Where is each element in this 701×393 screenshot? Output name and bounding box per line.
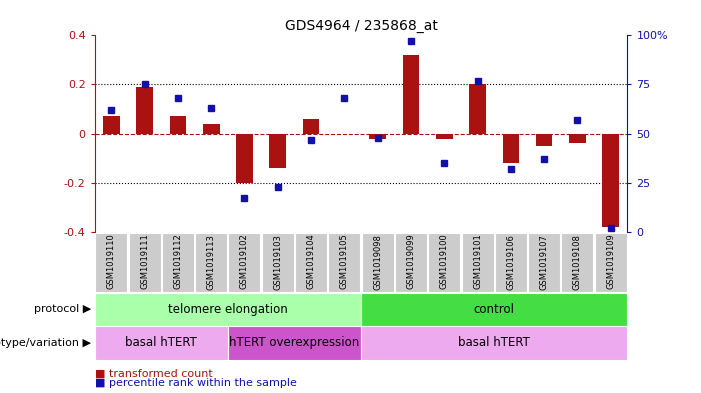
- Title: GDS4964 / 235868_at: GDS4964 / 235868_at: [285, 19, 437, 33]
- Bar: [269, 134, 286, 168]
- Text: protocol ▶: protocol ▶: [34, 305, 91, 314]
- FancyBboxPatch shape: [528, 233, 560, 292]
- Text: GSM1019109: GSM1019109: [606, 234, 615, 290]
- Text: basal hTERT: basal hTERT: [458, 336, 530, 349]
- Bar: [469, 84, 486, 134]
- Bar: [203, 124, 219, 134]
- Text: GSM1019104: GSM1019104: [306, 234, 315, 290]
- Text: hTERT overexpression: hTERT overexpression: [229, 336, 360, 349]
- Text: GSM1019098: GSM1019098: [373, 234, 382, 290]
- Bar: [536, 134, 552, 146]
- Text: GSM1019100: GSM1019100: [440, 234, 449, 290]
- Bar: [402, 55, 419, 134]
- FancyBboxPatch shape: [229, 233, 261, 292]
- FancyBboxPatch shape: [461, 233, 494, 292]
- Bar: [170, 116, 186, 134]
- Text: genotype/variation ▶: genotype/variation ▶: [0, 338, 91, 348]
- Bar: [103, 116, 120, 134]
- FancyBboxPatch shape: [228, 326, 361, 360]
- Bar: [236, 134, 253, 183]
- Text: GSM1019111: GSM1019111: [140, 234, 149, 290]
- Bar: [303, 119, 320, 134]
- Text: control: control: [474, 303, 515, 316]
- Text: ■ transformed count: ■ transformed count: [95, 368, 212, 378]
- Text: GSM1019099: GSM1019099: [407, 234, 416, 290]
- FancyBboxPatch shape: [95, 233, 128, 292]
- Text: GSM1019105: GSM1019105: [340, 234, 349, 290]
- FancyBboxPatch shape: [328, 233, 360, 292]
- Text: GSM1019113: GSM1019113: [207, 234, 216, 290]
- Bar: [503, 134, 519, 163]
- Text: GSM1019108: GSM1019108: [573, 234, 582, 290]
- Text: GSM1019102: GSM1019102: [240, 234, 249, 290]
- FancyBboxPatch shape: [195, 233, 227, 292]
- FancyBboxPatch shape: [594, 233, 627, 292]
- FancyBboxPatch shape: [95, 326, 228, 360]
- FancyBboxPatch shape: [562, 233, 594, 292]
- Text: GSM1019106: GSM1019106: [506, 234, 515, 290]
- FancyBboxPatch shape: [295, 233, 327, 292]
- FancyBboxPatch shape: [361, 293, 627, 326]
- Bar: [436, 134, 453, 138]
- Text: telomere elongation: telomere elongation: [168, 303, 287, 316]
- FancyBboxPatch shape: [395, 233, 427, 292]
- Text: GSM1019110: GSM1019110: [107, 234, 116, 290]
- Text: ■ percentile rank within the sample: ■ percentile rank within the sample: [95, 378, 297, 388]
- Bar: [369, 134, 386, 138]
- FancyBboxPatch shape: [162, 233, 194, 292]
- Text: GSM1019101: GSM1019101: [473, 234, 482, 290]
- FancyBboxPatch shape: [495, 233, 527, 292]
- FancyBboxPatch shape: [362, 233, 394, 292]
- Bar: [602, 134, 619, 227]
- Text: GSM1019112: GSM1019112: [173, 234, 182, 290]
- FancyBboxPatch shape: [361, 326, 627, 360]
- Text: basal hTERT: basal hTERT: [125, 336, 197, 349]
- FancyBboxPatch shape: [95, 293, 361, 326]
- FancyBboxPatch shape: [128, 233, 161, 292]
- Text: GSM1019103: GSM1019103: [273, 234, 283, 290]
- FancyBboxPatch shape: [261, 233, 294, 292]
- Bar: [136, 87, 153, 134]
- Text: GSM1019107: GSM1019107: [540, 234, 549, 290]
- Bar: [569, 134, 586, 143]
- FancyBboxPatch shape: [428, 233, 461, 292]
